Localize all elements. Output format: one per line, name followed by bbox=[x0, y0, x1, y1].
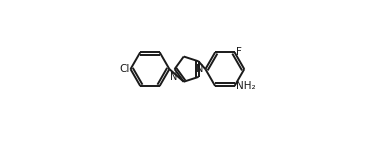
Text: N: N bbox=[170, 72, 178, 82]
Text: F: F bbox=[236, 47, 241, 57]
Text: Cl: Cl bbox=[119, 64, 129, 74]
Text: NH₂: NH₂ bbox=[236, 81, 256, 91]
Text: N: N bbox=[196, 64, 203, 74]
